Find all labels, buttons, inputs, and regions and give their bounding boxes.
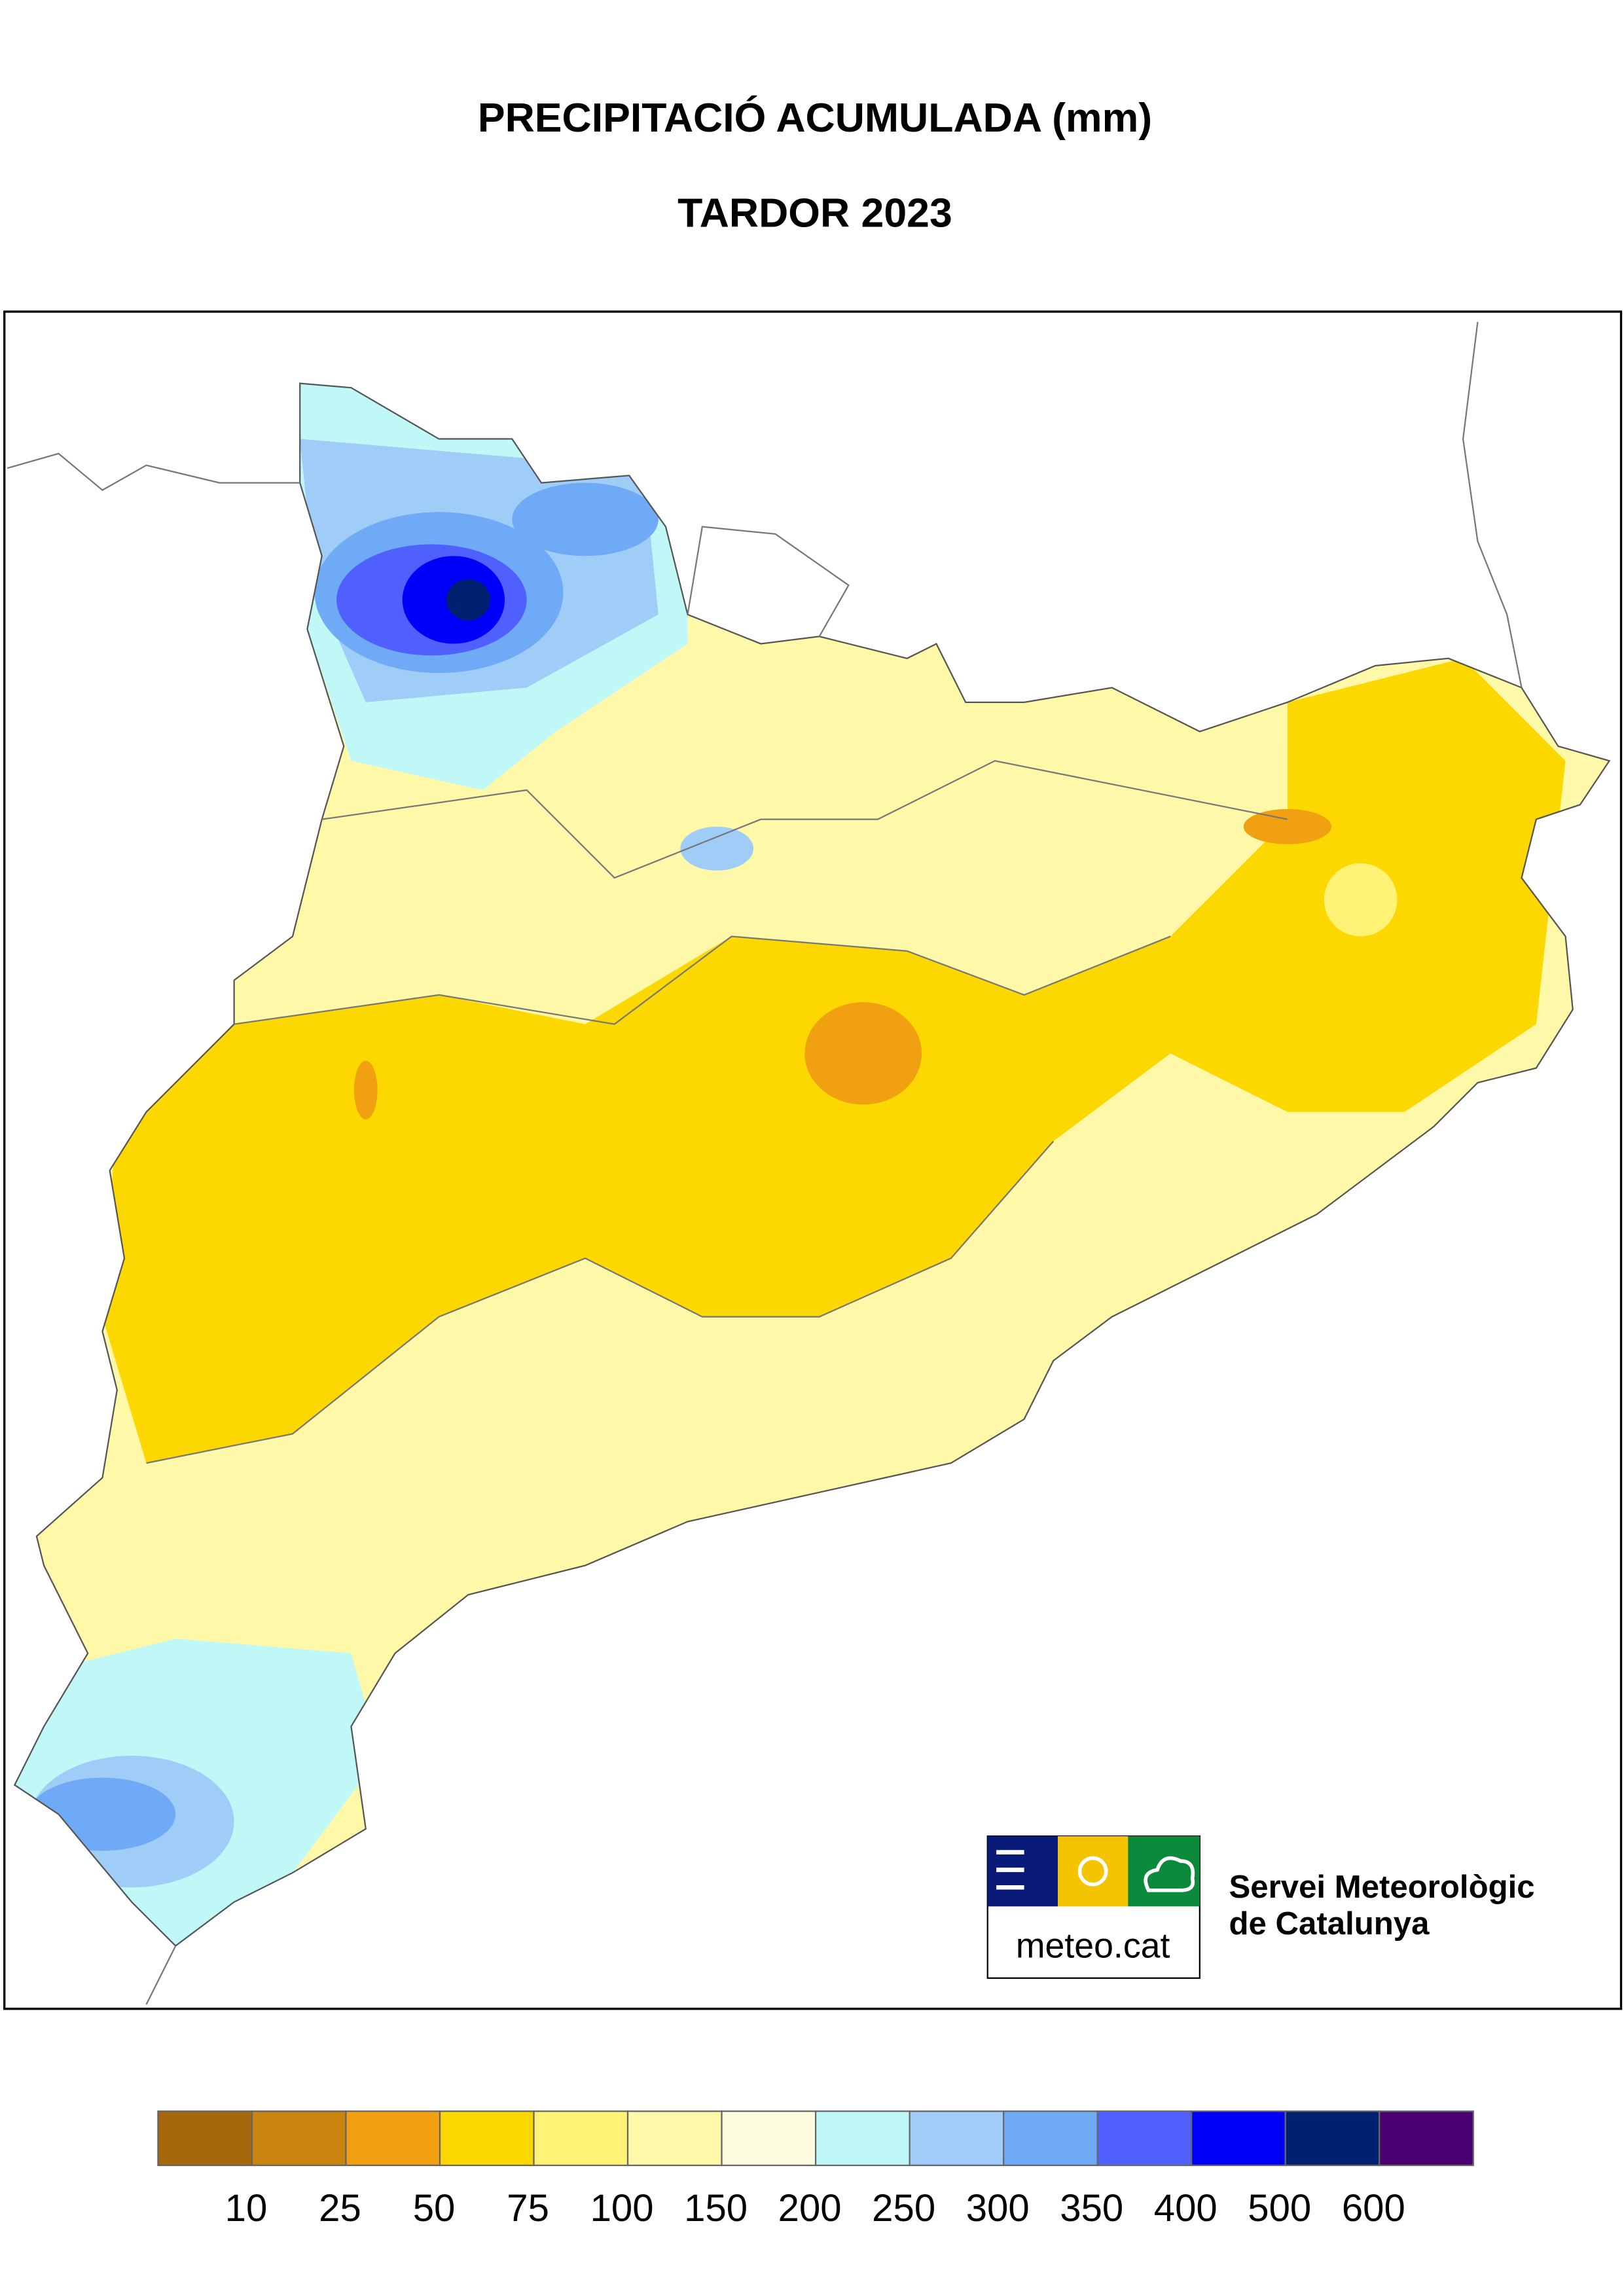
legend-label: 500 — [1248, 2187, 1311, 2230]
legend-swatch — [721, 2110, 817, 2167]
legend-label: 25 — [319, 2187, 361, 2230]
organization-name: Servei Meteorològic — [1229, 1869, 1535, 1905]
legend-label: 250 — [872, 2187, 935, 2230]
legend-swatch — [157, 2110, 253, 2167]
legend-swatch — [814, 2110, 911, 2167]
legend-swatch — [1096, 2110, 1193, 2167]
border-line — [145, 1945, 177, 2005]
field-zone — [1243, 809, 1331, 844]
legend-swatch — [909, 2110, 1005, 2167]
logo: meteo.cat Servei Meteorològic de Catalun… — [986, 1835, 1535, 1979]
subtitle: TARDOR 2023 — [677, 190, 952, 236]
logo-icon — [1144, 1856, 1195, 1892]
legend: 10 25 50 75 100 150 200 250 300 350 400 500 600 — [157, 2110, 1474, 2230]
legend-swatch — [251, 2110, 347, 2167]
title: PRECIPITACIÓ ACUMULADA (mm) — [478, 95, 1152, 141]
logo-icon — [1077, 1856, 1108, 1887]
legend-label: 200 — [778, 2187, 842, 2230]
legend-label: 350 — [1060, 2187, 1123, 2230]
legend-label: 10 — [225, 2187, 268, 2230]
field-zone — [512, 482, 659, 556]
logo-icon — [996, 1850, 1024, 1890]
comarca-line — [321, 760, 1288, 879]
legend-swatch — [1379, 2110, 1474, 2167]
legend-swatch — [1284, 2110, 1380, 2167]
comarca-line — [234, 935, 1171, 1025]
border-line — [1462, 321, 1523, 688]
comarca-line — [146, 1140, 1055, 1464]
legend-swatch — [1191, 2110, 1286, 2167]
legend-swatch — [345, 2110, 441, 2167]
legend-label: 150 — [684, 2187, 748, 2230]
field-zone — [680, 826, 754, 871]
logo-brand: meteo.cat — [1016, 1926, 1170, 1966]
legend-label: 600 — [1342, 2187, 1405, 2230]
field-zone — [353, 1060, 378, 1119]
legend-label: 50 — [413, 2187, 456, 2230]
field-zone — [446, 579, 490, 621]
legend-swatch — [533, 2110, 629, 2167]
legend-label: 75 — [507, 2187, 549, 2230]
legend-label: 400 — [1154, 2187, 1218, 2230]
legend-swatch — [1003, 2110, 1098, 2167]
logo-tile — [1057, 1836, 1128, 1907]
legend-swatch — [626, 2110, 723, 2167]
field-zone — [804, 1002, 922, 1105]
legend-swatch — [439, 2110, 535, 2167]
legend-label: 300 — [966, 2187, 1030, 2230]
logo-tile — [1128, 1836, 1200, 1907]
border-line — [687, 526, 850, 637]
border-line — [7, 452, 300, 492]
legend-label: 100 — [590, 2187, 654, 2230]
organization-name: de Catalunya — [1229, 1906, 1430, 1942]
field-zone — [1324, 863, 1398, 937]
